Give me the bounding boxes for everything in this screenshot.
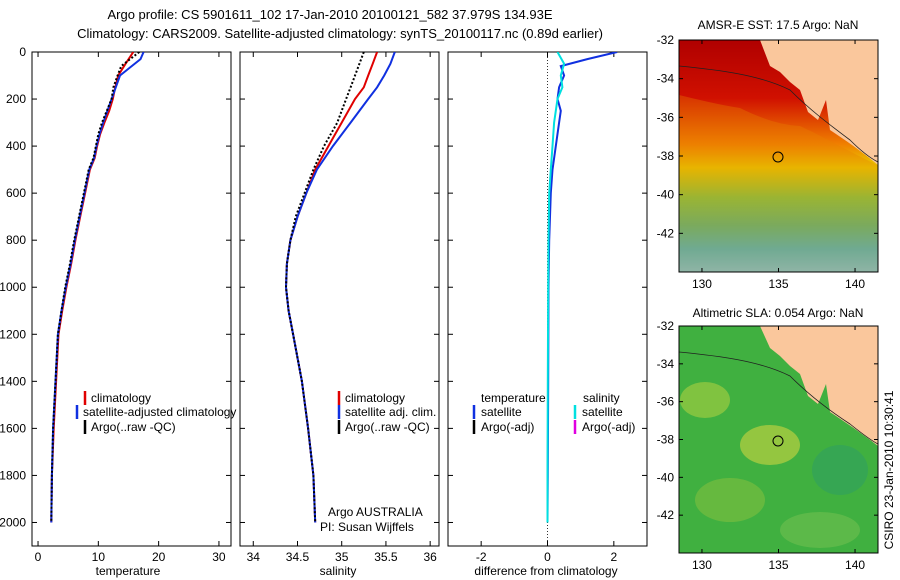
map-y-tick-label: -32 [657, 33, 675, 47]
x-tick-label: 0 [35, 550, 42, 564]
legend-satellite-adj-label: satellite adj. clim. [345, 405, 436, 419]
difference-panel: -2 0 2 difference from climatology tempera… [447, 51, 648, 578]
map-y-tick-label: -36 [657, 395, 675, 409]
salinity-panel: 34 34.5 35 35.5 36 salinity climatology sate… [239, 51, 440, 578]
sla-high-patch [680, 382, 730, 418]
legend-sal-satellite-label: satellite [582, 405, 623, 419]
map-y-tick-label: -32 [657, 319, 675, 333]
sla-high-patch [740, 425, 800, 465]
profile-location-marker [772, 151, 784, 163]
map-x-tick-label: 140 [845, 558, 865, 572]
temperature-xlabel: temperature [96, 564, 161, 578]
temperature-panel: 0 10 20 30 0 200 400 600 800 1000 1200 1400 1600 1800… [0, 45, 236, 578]
map-x-tick-label: 130 [692, 558, 712, 572]
salinity-xlabel: salinity [320, 564, 357, 578]
map-x-tick-label: 130 [692, 277, 712, 291]
map-y-tick-label: -36 [657, 110, 675, 124]
series-line [546, 52, 566, 523]
map-y-tick-label: -42 [657, 508, 675, 522]
series-line [284, 52, 365, 523]
x-tick-label: 30 [212, 550, 226, 564]
sst-map-title: AMSR-E SST: 17.5 Argo: NaN [698, 18, 859, 32]
legend-climatology-label: climatology [91, 391, 151, 405]
credit-text: CSIRO 23-Jan-2010 10:30:41 [882, 390, 896, 549]
legend-sal-argo-label: Argo(-adj) [582, 420, 635, 434]
y-tick-label: 1400 [0, 374, 26, 388]
legend-salinity-header: salinity [583, 391, 620, 405]
legend-argo-label: Argo(..raw -QC) [91, 420, 176, 434]
shelf-contour [679, 351, 878, 445]
x-tick-label: 0 [544, 550, 551, 564]
sla-map-title: Altimetric SLA: 0.054 Argo: NaN [693, 306, 864, 320]
figure-title-line1: Argo profile: CS 5901611_102 17-Jan-2010… [107, 7, 552, 22]
sla-low-patch [812, 445, 868, 495]
x-tick-label: 35 [335, 550, 349, 564]
x-tick-label: 2 [610, 550, 617, 564]
y-tick-label: 0 [19, 45, 26, 59]
salinity-plot-frame [239, 51, 440, 547]
legend-argo-label: Argo(..raw -QC) [345, 420, 430, 434]
x-tick-label: 34 [247, 550, 261, 564]
sst-warm-band [679, 95, 878, 272]
x-tick-label: 34.5 [286, 550, 310, 564]
x-tick-label: 10 [92, 550, 106, 564]
y-tick-label: 1200 [0, 327, 26, 341]
map-y-tick-label: -34 [657, 72, 675, 86]
sla-map: Altimetric SLA: 0.054 Argo: NaN -32 -34 -3… [657, 306, 879, 572]
y-tick-label: 1800 [0, 468, 26, 482]
profile-location-marker [772, 435, 784, 447]
map-x-tick-label: 140 [845, 277, 865, 291]
land-mask [760, 326, 878, 446]
sla-high-patch [695, 478, 765, 522]
map-x-tick-label: 135 [768, 277, 788, 291]
difference-legend: temperature satellite Argo(-adj) salinit… [472, 391, 635, 434]
map-x-tick-label: 135 [768, 558, 788, 572]
series-line [50, 52, 145, 523]
sla-high-patch [780, 512, 860, 548]
figure-title-line2: Climatology: CARS2009. Satellite-adjuste… [77, 26, 603, 41]
x-tick-label: 35.5 [374, 550, 398, 564]
map-y-tick-label: -38 [657, 149, 675, 163]
y-tick-label: 1600 [0, 421, 26, 435]
x-tick-label: -2 [476, 550, 487, 564]
map-y-tick-label: -42 [657, 226, 675, 240]
land-mask [760, 40, 878, 165]
legend-satellite-adjusted-label: satellite-adjusted climatology [83, 405, 236, 419]
legend-climatology-label: climatology [345, 391, 405, 405]
shelf-contour [679, 65, 878, 163]
legend-temperature-header: temperature [481, 391, 546, 405]
map-y-tick-label: -34 [657, 357, 675, 371]
legend-temp-satellite-label: satellite [481, 405, 522, 419]
map-y-tick-label: -40 [657, 470, 675, 484]
difference-xlabel: difference from climatology [474, 564, 617, 578]
temperature-plot-frame [31, 51, 232, 547]
sst-map: AMSR-E SST: 17.5 Argo: NaN -32 -34 -36 -38 -… [657, 18, 879, 291]
y-tick-label: 200 [6, 92, 26, 106]
map-y-tick-label: -40 [657, 188, 675, 202]
y-tick-label: 800 [6, 233, 26, 247]
y-tick-label: 1000 [0, 280, 26, 294]
argo-annotation-line1: Argo AUSTRALIA [328, 505, 423, 519]
y-tick-label: 600 [6, 186, 26, 200]
y-tick-label: 400 [6, 139, 26, 153]
legend-temp-argo-label: Argo(-adj) [481, 420, 534, 434]
map-y-tick-label: -38 [657, 433, 675, 447]
argo-annotation-line2: PI: Susan Wijffels [320, 520, 414, 534]
y-tick-label: 2000 [0, 515, 26, 529]
x-tick-label: 36 [423, 550, 437, 564]
salinity-legend: climatology satellite adj. clim. Argo(..… [337, 391, 436, 434]
x-tick-label: 20 [152, 550, 166, 564]
temperature-legend: climatology satellite-adjusted climatolo… [75, 391, 236, 434]
